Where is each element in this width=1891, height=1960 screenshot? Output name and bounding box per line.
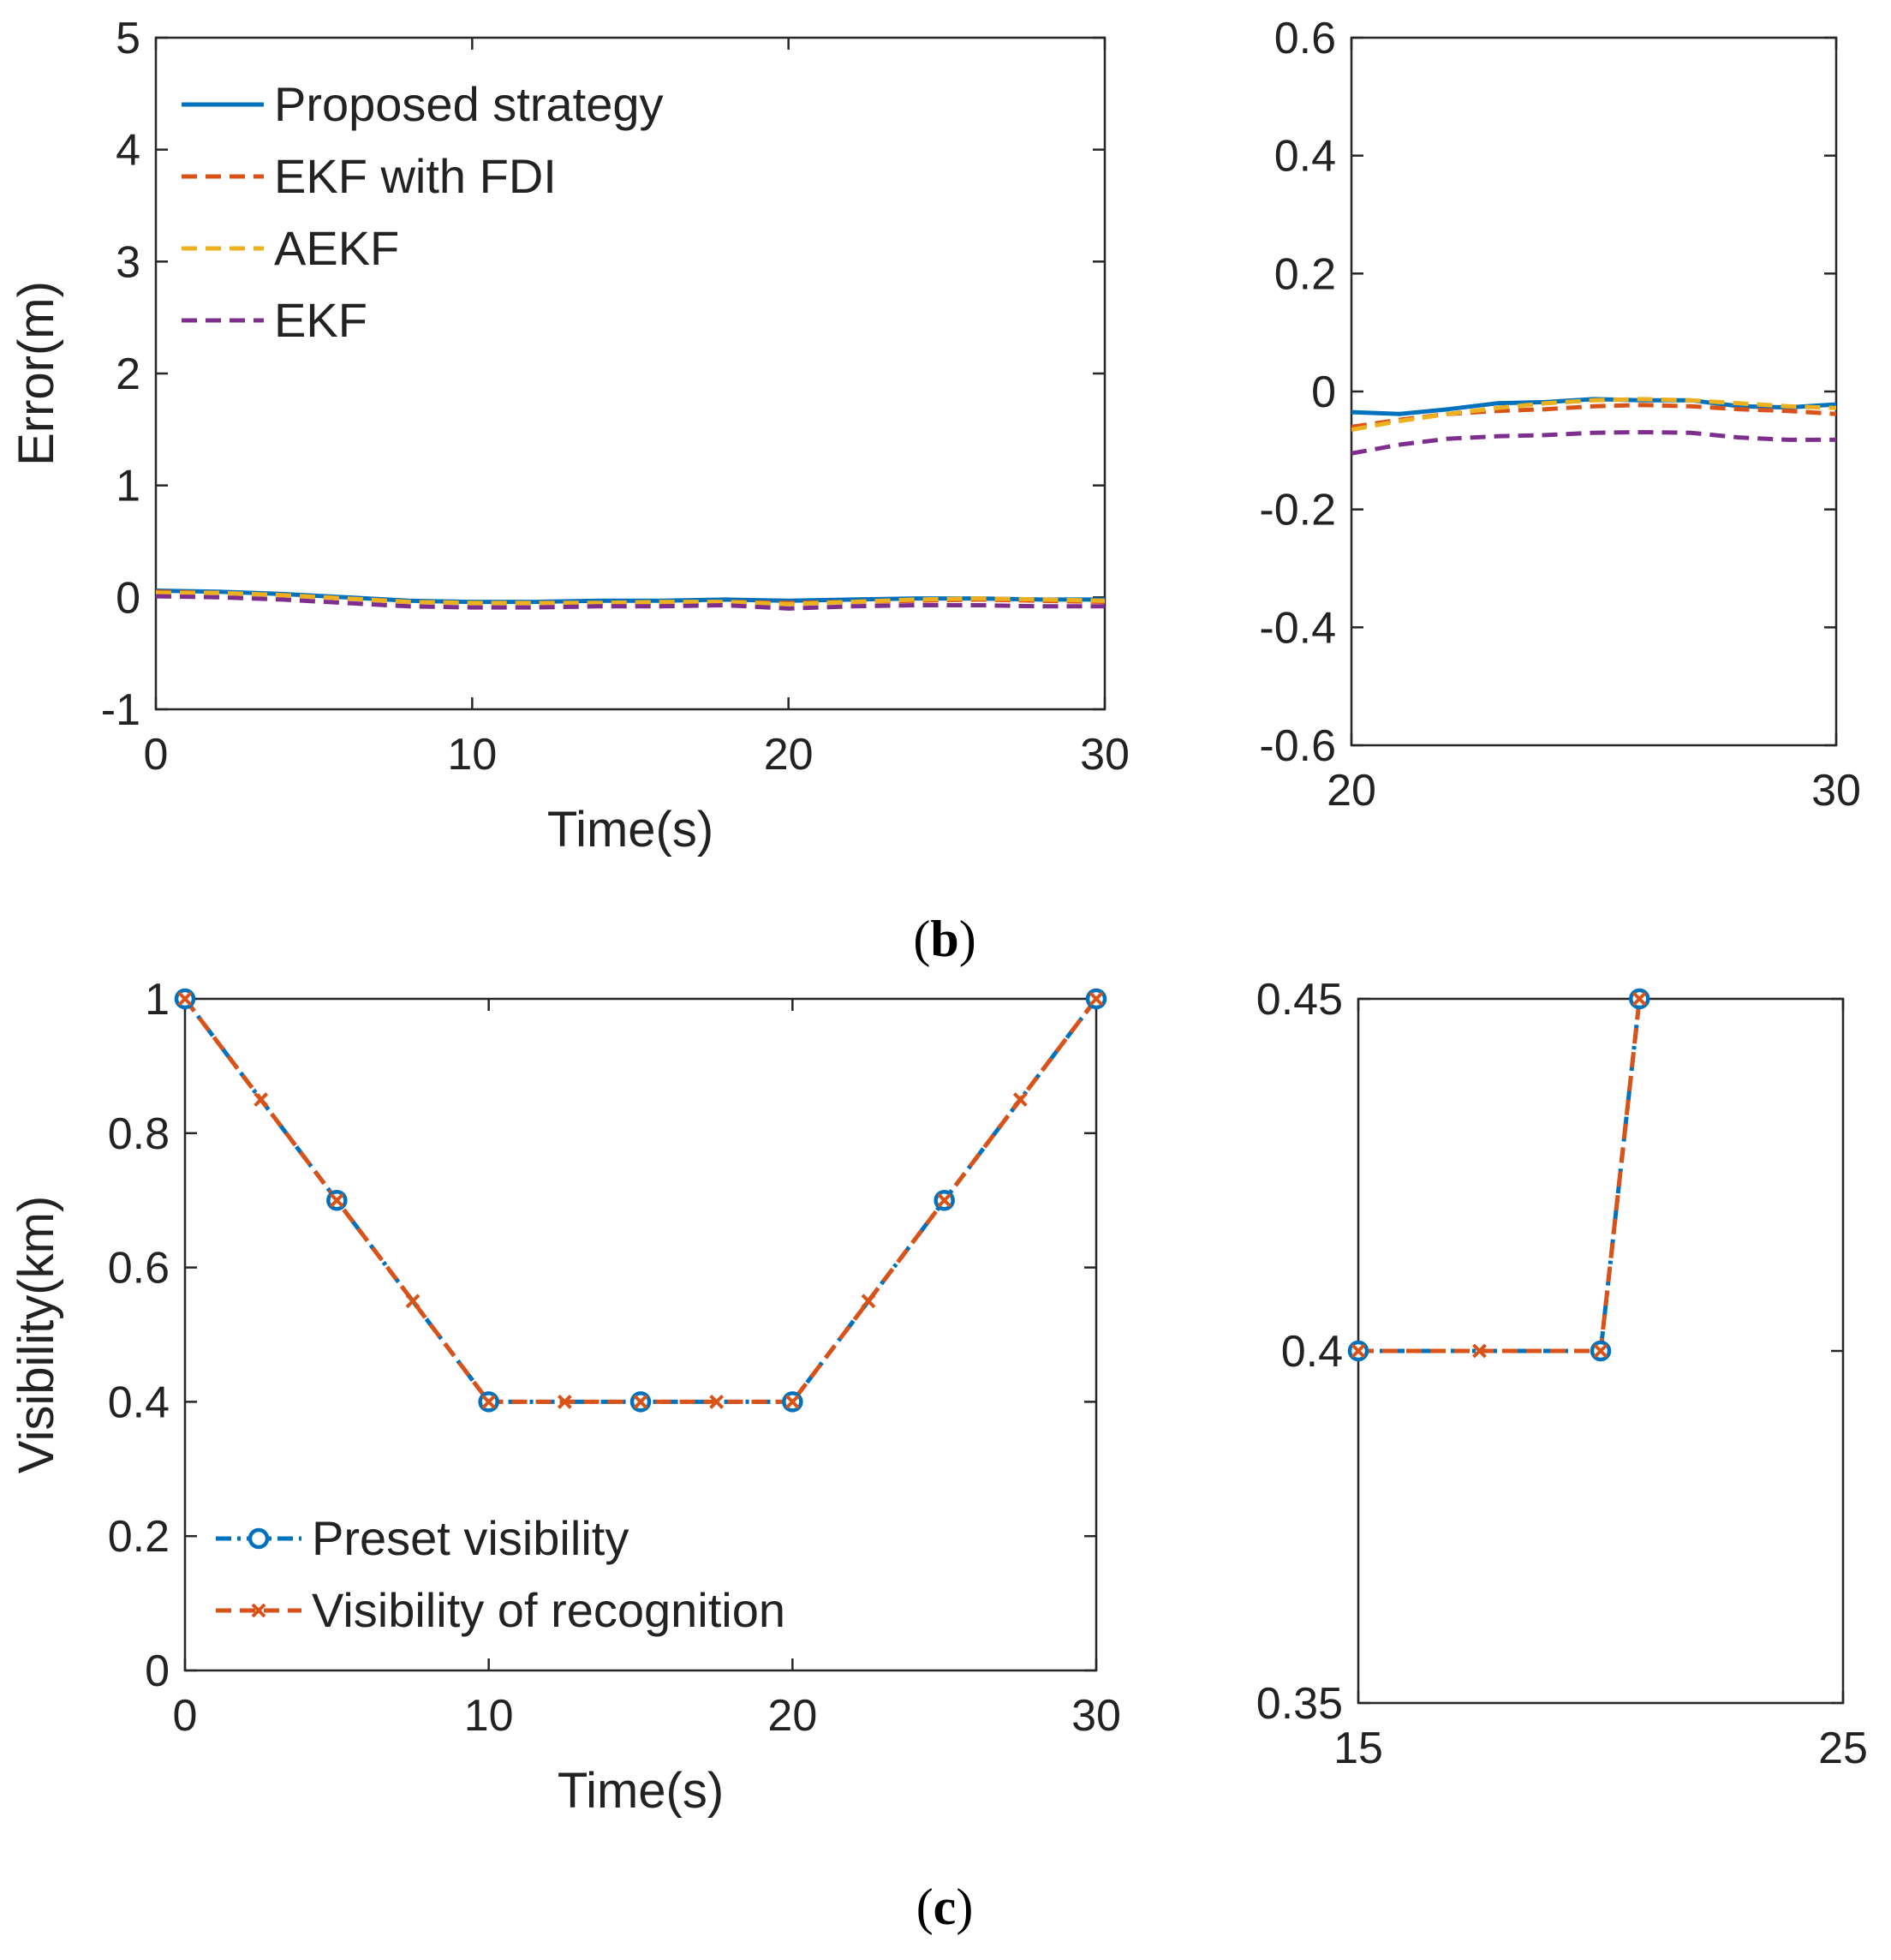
c-zoom-marker-x xyxy=(1632,991,1647,1007)
c-main-ytick-label: 0.6 xyxy=(108,1244,170,1294)
c-zoom-ytick-label: 0.4 xyxy=(1281,1327,1343,1377)
panel-label-c-open: ( xyxy=(916,1879,934,1935)
c-main-marker-x xyxy=(633,1394,648,1409)
b-main-series-line-ekf xyxy=(156,594,1105,611)
c-main-marker-x xyxy=(329,1192,344,1208)
b-main-ytick-label: 4 xyxy=(116,126,140,176)
c-zoom-ytick-label: 0.35 xyxy=(1256,1679,1343,1729)
b-main-ytick-label: 3 xyxy=(116,237,140,287)
c-zoom-ytick-label: 0.45 xyxy=(1256,975,1343,1025)
c-main-ytick-label: 1 xyxy=(145,975,170,1025)
c-main-xtick-label: 10 xyxy=(464,1691,514,1741)
b-zoom-ytick-label: -0.2 xyxy=(1259,486,1336,535)
b-main-xtick-label: 20 xyxy=(764,730,814,780)
panel-label-b-open: ( xyxy=(913,911,930,967)
c-zoom-series-line-series-1 xyxy=(1358,998,1642,1353)
c-main-legend-marker xyxy=(251,1603,266,1618)
c-main-x-axis-label: Time(s) xyxy=(558,1763,724,1819)
b-main-ytick-label: 2 xyxy=(116,350,140,399)
b-main-series-line-aekf xyxy=(156,590,1105,607)
panel-label-c-letter: c xyxy=(934,1879,957,1935)
c-main-ytick-label: 0.4 xyxy=(108,1377,170,1427)
b-zoom-xtick-label: 20 xyxy=(1327,766,1376,816)
c-main-marker-x xyxy=(177,991,193,1007)
c-main-y-axis-label: Visibility(km) xyxy=(9,1196,64,1473)
c-main-xtick-label: 30 xyxy=(1071,1691,1121,1741)
c-main-marker-x xyxy=(557,1394,572,1409)
axes-b-zoom: 20 30 -0.6 -0.4 -0.2 0 0.2 0.4 0.6 xyxy=(1259,14,1861,816)
c-main-legend-marker xyxy=(248,1527,270,1550)
b-main-xtick-label: 30 xyxy=(1080,730,1130,780)
b-main-series-layer xyxy=(156,589,1105,611)
b-main-ytick-label: 5 xyxy=(116,14,140,63)
b-main-ytick-label: 1 xyxy=(116,462,140,511)
b-zoom-series-line-series-3 xyxy=(1351,430,1836,456)
axes-c-zoom: 15 25 0.35 0.4 0.45 xyxy=(1256,975,1868,1773)
c-main-marker-x xyxy=(254,1092,269,1108)
b-zoom-ytick-label: -0.6 xyxy=(1259,721,1336,771)
b-main-ytick-label: 0 xyxy=(116,573,140,623)
c-zoom-xtick-label: 15 xyxy=(1333,1724,1383,1773)
axes-c-main: 0 10 20 30 0 0.2 0.4 0.6 0.8 1 Time(s) Visibility(k… xyxy=(9,975,1121,1819)
b-zoom-ytick-label: 0 xyxy=(1311,368,1336,417)
c-main-marker-x xyxy=(1012,1092,1028,1108)
c-zoom-series-layer xyxy=(1358,998,1642,1353)
c-main-legend: Preset visibility Visibility of recogniti… xyxy=(216,1511,785,1637)
c-main-xtick-label: 20 xyxy=(767,1691,817,1741)
c-main-ytick-label: 0 xyxy=(145,1646,170,1696)
b-main-legend-label: EKF xyxy=(274,293,367,347)
b-main-xtick-label: 10 xyxy=(447,730,497,780)
b-main-legend-label: AEKF xyxy=(274,221,399,275)
b-zoom-xtick-label: 30 xyxy=(1811,766,1861,816)
c-main-marker-x xyxy=(861,1294,876,1309)
b-main-plot-frame xyxy=(154,36,1107,711)
c-main-legend-label: Preset visibility xyxy=(312,1511,629,1565)
c-main-marker-x xyxy=(709,1394,725,1409)
c-main-marker-x xyxy=(784,1394,800,1409)
b-zoom-series-layer xyxy=(1351,397,1836,456)
b-zoom-plot-frame xyxy=(1350,36,1838,747)
c-main-plot-frame xyxy=(183,997,1098,1672)
b-main-legend-label: Proposed strategy xyxy=(274,77,663,131)
c-main-marker-x xyxy=(481,1394,497,1409)
panel-label-c-close: ) xyxy=(956,1879,973,1935)
c-zoom-marker-x xyxy=(1593,1343,1608,1359)
panel-label-c: (c) xyxy=(916,1879,974,1935)
b-zoom-series-line-series-2 xyxy=(1351,397,1836,433)
b-main-x-axis-label: Time(s) xyxy=(547,802,713,858)
panel-label-b-close: ) xyxy=(959,911,976,967)
c-main-xtick-label: 0 xyxy=(173,1691,198,1741)
b-zoom-ytick-label: 0.2 xyxy=(1274,249,1336,299)
b-zoom-ytick-label: 0.6 xyxy=(1274,14,1336,63)
c-main-legend-label: Visibility of recognition xyxy=(312,1583,785,1637)
c-main-marker-x xyxy=(937,1192,952,1208)
c-main-ytick-label: 0.8 xyxy=(108,1109,170,1159)
c-main-ytick-label: 0.2 xyxy=(108,1512,170,1562)
c-main-marker-x xyxy=(1089,991,1104,1007)
b-zoom-ytick-label: 0.4 xyxy=(1274,132,1336,182)
b-main-ytick-label: -1 xyxy=(101,685,140,735)
b-zoom-ytick-label: -0.4 xyxy=(1259,603,1336,653)
b-main-legend: Proposed strategy EKF with FDI AEKF EKF xyxy=(182,77,663,347)
c-main-marker-x xyxy=(405,1294,421,1309)
b-main-y-axis-label: Error(m) xyxy=(9,281,64,466)
c-zoom-marker-x xyxy=(1351,1343,1366,1359)
b-main-xtick-label: 0 xyxy=(144,730,169,780)
panel-label-b: (b) xyxy=(913,911,975,967)
c-zoom-xtick-label: 25 xyxy=(1818,1724,1868,1773)
c-zoom-marker-x xyxy=(1472,1343,1487,1359)
panel-label-b-letter: b xyxy=(930,911,958,967)
b-main-legend-label: EKF with FDI xyxy=(274,149,557,203)
